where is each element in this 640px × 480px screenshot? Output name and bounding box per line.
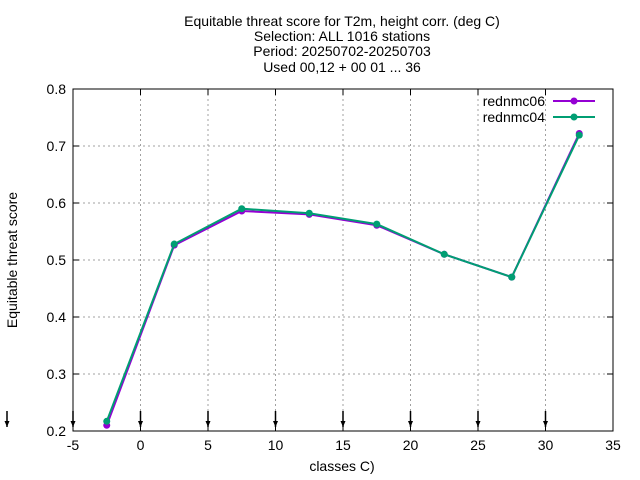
legend-label: rednmc06 bbox=[483, 93, 545, 109]
y-tick-label: 0.6 bbox=[47, 195, 67, 211]
y-tick-label: 0.7 bbox=[47, 138, 67, 154]
x-tick-label: 15 bbox=[335, 437, 351, 453]
title-line-4: Used 00,12 + 00 01 ... 36 bbox=[263, 59, 421, 75]
y-axis-ticks: 0.2 0.3 0.4 0.5 0.6 0.7 0.8 bbox=[47, 81, 613, 439]
chart-title: Equitable threat score for T2m, height c… bbox=[184, 13, 500, 75]
data-point bbox=[305, 209, 313, 217]
data-point bbox=[170, 240, 178, 248]
below-axis-marker bbox=[138, 411, 143, 427]
legend-label: rednmc04 bbox=[483, 109, 545, 125]
data-point bbox=[103, 417, 111, 425]
below-axis-marker bbox=[543, 411, 548, 427]
title-line-2: Selection: ALL 1016 stations bbox=[254, 28, 430, 44]
below-axis-marker bbox=[475, 411, 481, 427]
x-axis-ticks: -5 0 5 10 15 20 25 30 35 bbox=[67, 89, 621, 453]
series-rednmc04 bbox=[103, 131, 583, 425]
data-point bbox=[440, 250, 448, 258]
title-line-3: Period: 20250702-20250703 bbox=[253, 43, 431, 59]
legend-item-rednmc04: rednmc04 bbox=[483, 109, 595, 125]
below-axis-marker bbox=[273, 411, 278, 427]
x-tick-label: -5 bbox=[67, 437, 80, 453]
x-tick-label: 10 bbox=[268, 437, 284, 453]
title-line-1: Equitable threat score for T2m, height c… bbox=[184, 13, 500, 29]
data-point bbox=[575, 131, 583, 139]
below-axis-markers bbox=[4, 411, 548, 427]
grid bbox=[73, 89, 613, 431]
x-tick-label: 35 bbox=[605, 437, 621, 453]
series-line-rednmc04 bbox=[105, 134, 581, 422]
below-axis-marker bbox=[4, 411, 10, 427]
below-axis-marker bbox=[205, 411, 211, 427]
x-tick-label: 25 bbox=[470, 437, 486, 453]
x-tick-label: 0 bbox=[137, 437, 145, 453]
y-tick-label: 0.5 bbox=[47, 252, 67, 268]
below-axis-marker bbox=[340, 411, 346, 427]
y-tick-label: 0.4 bbox=[47, 309, 67, 325]
y-tick-label: 0.3 bbox=[47, 366, 67, 382]
y-axis-label: Equitable threat score bbox=[4, 192, 20, 328]
legend-marker bbox=[570, 113, 578, 121]
data-point bbox=[238, 205, 246, 213]
y-tick-label: 0.2 bbox=[47, 423, 67, 439]
below-axis-marker bbox=[408, 411, 413, 427]
legend-item-rednmc06: rednmc06 bbox=[483, 93, 595, 109]
data-point bbox=[508, 273, 516, 281]
below-axis-marker bbox=[70, 411, 76, 427]
series-group bbox=[103, 129, 583, 429]
x-tick-label: 5 bbox=[204, 437, 212, 453]
x-tick-label: 20 bbox=[403, 437, 419, 453]
x-tick-label: 30 bbox=[538, 437, 554, 453]
data-point bbox=[373, 220, 381, 228]
legend-marker bbox=[570, 97, 578, 105]
y-tick-label: 0.8 bbox=[47, 81, 67, 97]
x-axis-label: classes C) bbox=[309, 458, 374, 474]
